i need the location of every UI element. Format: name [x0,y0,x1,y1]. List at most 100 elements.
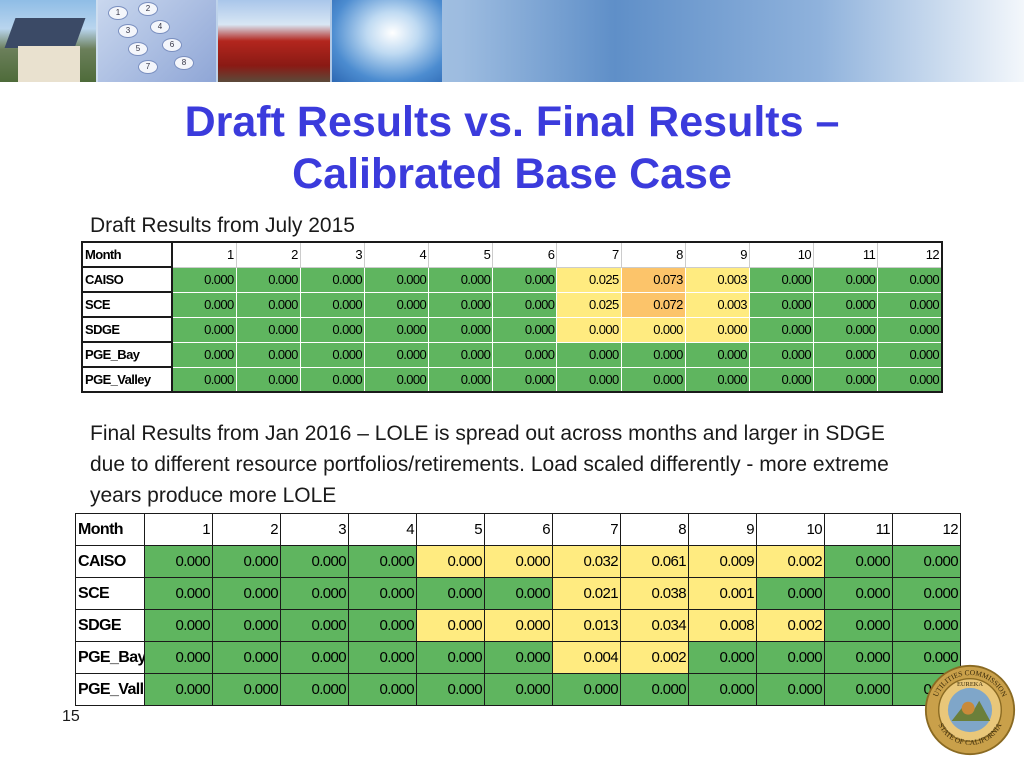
lole-value-cell: 0.061 [620,545,689,578]
lole-value-cell: 0.000 [484,673,553,706]
month-header-cell: 11 [824,513,893,546]
lole-value-cell: 0.000 [348,577,417,610]
keypad-photo: 1 2 3 4 5 6 7 8 [98,0,216,82]
lole-value-cell: 0.021 [552,577,621,610]
lole-value-cell: 0.000 [756,577,825,610]
lole-value-cell: 0.025 [556,291,622,318]
lole-value-cell: 0.000 [348,673,417,706]
lole-value-cell: 0.000 [492,291,558,318]
month-header-cell: 8 [620,513,689,546]
lole-value-cell: 0.000 [416,641,485,674]
month-header-cell: 6 [492,241,558,268]
row-label: PGE_Bay [75,641,145,674]
lole-value-cell: 0.000 [813,341,879,368]
lole-value-cell: 0.000 [363,266,430,293]
keypad-key: 4 [150,20,170,34]
table-header-row: Month 1 2 3 4 5 6 7 8 9 10 11 12 [81,241,943,268]
row-label: PGE_Bay [81,341,173,368]
lole-value-cell: 0.000 [824,609,893,642]
lole-value-cell: 0.000 [556,316,622,343]
lole-value-cell: 0.000 [171,341,237,368]
lole-value-cell: 0.000 [620,366,686,393]
lole-value-cell: 0.000 [877,341,943,368]
keypad-key: 5 [128,42,148,56]
keypad-key: 7 [138,60,158,74]
lole-value-cell: 0.000 [877,316,943,343]
lole-value-cell: 0.000 [824,641,893,674]
lole-value-cell: 0.000 [756,673,825,706]
lole-value-cell: 0.000 [171,366,237,393]
lole-value-cell: 0.000 [235,291,301,318]
month-header-cell: 12 [877,241,943,268]
lole-value-cell: 0.000 [428,291,494,318]
lole-value-cell: 0.000 [280,577,349,610]
lole-value-cell: 0.000 [484,609,553,642]
lole-value-cell: 0.000 [235,366,301,393]
month-header-cell: 12 [892,513,961,546]
slide-title-line2: Calibrated Base Case [292,150,732,198]
lole-value-cell: 0.003 [684,266,750,293]
final-caption: Final Results from Jan 2016 – LOLE is sp… [90,422,889,507]
table-row: SDGE 0.000 0.000 0.000 0.000 0.000 0.000 0.000 0… [81,316,943,343]
lole-value-cell: 0.000 [428,366,494,393]
lole-value-cell: 0.000 [620,341,686,368]
lole-value-cell: 0.000 [892,609,961,642]
table-header-row: Month 1 2 3 4 5 6 7 8 9 10 11 12 [75,513,961,546]
lole-value-cell: 0.025 [556,266,622,293]
lole-value-cell: 0.000 [813,291,879,318]
header-label-cell: Month [75,513,145,546]
lole-value-cell: 0.000 [299,266,365,293]
lole-value-cell: 0.000 [144,577,213,610]
lole-value-cell: 0.000 [892,641,961,674]
table-row: SCE 0.000 0.000 0.000 0.000 0.000 0.000 0.025 0.… [81,291,943,318]
month-header-cell: 7 [552,513,621,546]
train-photo [218,0,330,82]
month-header-cell: 1 [144,513,213,546]
slide-title-line1: Draft Results vs. Final Results – [184,98,840,146]
cpuc-seal-logo: EUREKA UTILITIES COMMISSION STATE OF CAL… [924,664,1016,756]
keypad-key: 2 [138,2,158,16]
lole-value-cell: 0.013 [552,609,621,642]
lole-value-cell: 0.000 [877,366,943,393]
month-header-cell: 2 [212,513,281,546]
month-header-cell: 6 [484,513,553,546]
row-label: CAISO [75,545,145,578]
lole-value-cell: 0.002 [620,641,689,674]
lole-value-cell: 0.002 [756,609,825,642]
lole-value-cell: 0.000 [824,577,893,610]
lole-value-cell: 0.000 [688,641,757,674]
lole-value-cell: 0.001 [688,577,757,610]
month-header-cell: 4 [348,513,417,546]
row-label: SDGE [81,316,173,343]
lole-value-cell: 0.002 [756,545,825,578]
lole-value-cell: 0.000 [748,341,815,368]
keypad-key: 6 [162,38,182,52]
lole-value-cell: 0.000 [428,341,494,368]
lole-value-cell: 0.004 [552,641,621,674]
lole-value-cell: 0.000 [363,341,430,368]
slide-title: Draft Results vs. Final Results – Calibr… [100,96,924,200]
lole-value-cell: 0.000 [416,545,485,578]
lole-value-cell: 0.038 [620,577,689,610]
lole-value-cell: 0.000 [280,673,349,706]
lole-value-cell: 0.000 [824,545,893,578]
house-solar-photo [0,0,96,82]
lole-value-cell: 0.000 [552,673,621,706]
lole-value-cell: 0.000 [235,316,301,343]
row-label: PGE_Valle [75,673,145,706]
lole-value-cell: 0.000 [684,316,750,343]
header-label-cell: Month [81,241,173,268]
month-header-cell: 9 [688,513,757,546]
lole-value-cell: 0.000 [171,266,237,293]
page-number: 15 [62,708,80,725]
lole-value-cell: 0.000 [235,266,301,293]
keypad-key: 1 [108,6,128,20]
lole-value-cell: 0.000 [484,577,553,610]
lole-value-cell: 0.000 [620,673,689,706]
lole-value-cell: 0.000 [892,545,961,578]
lole-value-cell: 0.000 [348,545,417,578]
lole-value-cell: 0.000 [144,545,213,578]
water-drop-photo [332,0,442,82]
lole-value-cell: 0.000 [144,641,213,674]
month-header-cell: 1 [171,241,237,268]
